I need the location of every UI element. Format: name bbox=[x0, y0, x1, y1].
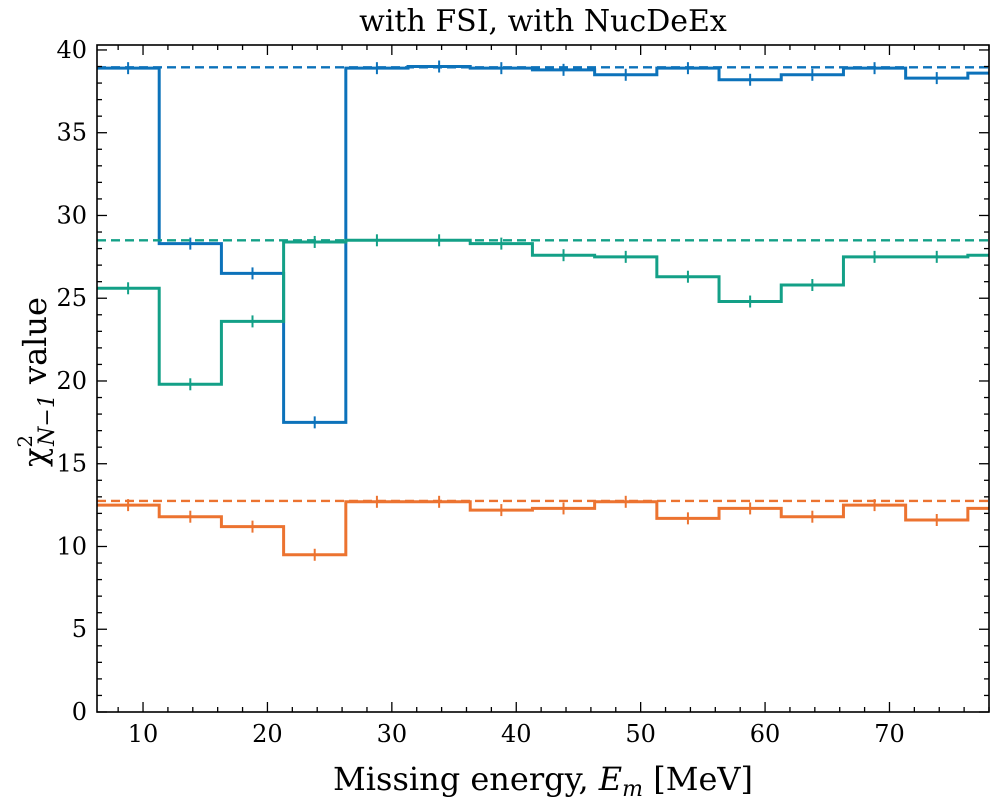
plot-frame bbox=[96, 44, 990, 713]
x-tick-label: 60 bbox=[750, 720, 781, 748]
y-tick-label: 10 bbox=[56, 532, 87, 560]
series-blue bbox=[97, 60, 989, 429]
step-line-teal bbox=[97, 238, 989, 386]
x-tick-label: 70 bbox=[874, 720, 905, 748]
y-tick-label: 0 bbox=[72, 698, 87, 726]
y-tick-label: 35 bbox=[56, 119, 87, 147]
y-tick-label: 30 bbox=[56, 201, 87, 229]
x-axis-title: Missing energy, Em [MeV] bbox=[333, 760, 753, 802]
x-tick-label: 20 bbox=[252, 720, 283, 748]
x-tick-label: 10 bbox=[128, 720, 159, 748]
series-orange bbox=[97, 495, 989, 561]
x-tick-label: 50 bbox=[625, 720, 656, 748]
y-tick-label: 5 bbox=[72, 615, 87, 643]
y-tick-label: 40 bbox=[56, 36, 87, 64]
step-line-orange bbox=[97, 500, 989, 557]
y-tick-label: 15 bbox=[56, 450, 87, 478]
ticks-layer: 10 20 30 40 50 60 70 0 5 10 15 20 25 30 35 40 bbox=[56, 36, 990, 748]
y-tick-label: 20 bbox=[56, 367, 87, 395]
y-axis-title: χ2N−1 value bbox=[13, 297, 60, 467]
series-teal bbox=[97, 234, 989, 391]
x-tick-label: 30 bbox=[377, 720, 408, 748]
series-layer bbox=[97, 60, 989, 561]
chart-title: with FSI, with NucDeEx bbox=[359, 4, 727, 39]
step-line-blue bbox=[97, 65, 989, 424]
x-tick-label: 40 bbox=[501, 720, 532, 748]
y-tick-label: 25 bbox=[56, 284, 87, 312]
